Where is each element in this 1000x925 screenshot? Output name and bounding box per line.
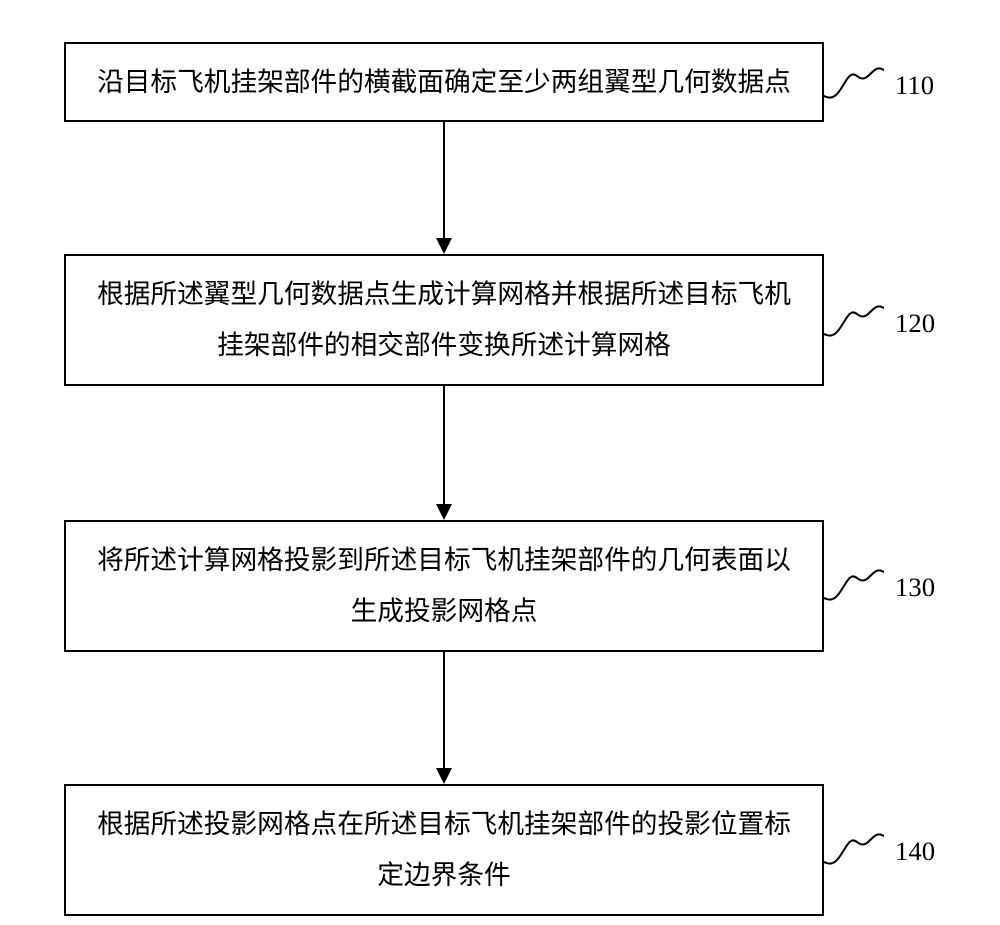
flowchart-canvas: 沿目标飞机挂架部件的横截面确定至少两组翼型几何数据点 110 根据所述翼型几何数据… bbox=[0, 0, 1000, 925]
flow-step-n2: 根据所述翼型几何数据点生成计算网格并根据所述目标飞机挂架部件的相交部件变换所述计… bbox=[64, 254, 824, 386]
callout-curve bbox=[824, 62, 884, 102]
step-label-110: 110 bbox=[895, 70, 934, 101]
flow-step-n1: 沿目标飞机挂架部件的横截面确定至少两组翼型几何数据点 bbox=[64, 42, 824, 122]
flow-step-text: 沿目标飞机挂架部件的横截面确定至少两组翼型几何数据点 bbox=[90, 57, 798, 108]
arrow-line bbox=[443, 652, 445, 768]
flow-step-text: 根据所述投影网格点在所述目标飞机挂架部件的投影位置标定边界条件 bbox=[90, 799, 798, 900]
callout-curve bbox=[824, 300, 884, 340]
flow-step-n3: 将所述计算网格投影到所述目标飞机挂架部件的几何表面以生成投影网格点 bbox=[64, 520, 824, 652]
arrow-line bbox=[443, 386, 445, 504]
flow-step-text: 将所述计算网格投影到所述目标飞机挂架部件的几何表面以生成投影网格点 bbox=[90, 535, 798, 636]
step-label-120: 120 bbox=[895, 308, 935, 339]
callout-curve bbox=[824, 564, 884, 604]
arrow-line bbox=[443, 122, 445, 238]
flow-step-text: 根据所述翼型几何数据点生成计算网格并根据所述目标飞机挂架部件的相交部件变换所述计… bbox=[90, 269, 798, 370]
arrow-head-icon bbox=[436, 768, 452, 784]
flow-step-n4: 根据所述投影网格点在所述目标飞机挂架部件的投影位置标定边界条件 bbox=[64, 784, 824, 916]
arrow-head-icon bbox=[436, 504, 452, 520]
arrow-head-icon bbox=[436, 238, 452, 254]
step-label-130: 130 bbox=[895, 572, 935, 603]
callout-curve bbox=[824, 828, 884, 868]
step-label-140: 140 bbox=[895, 836, 935, 867]
